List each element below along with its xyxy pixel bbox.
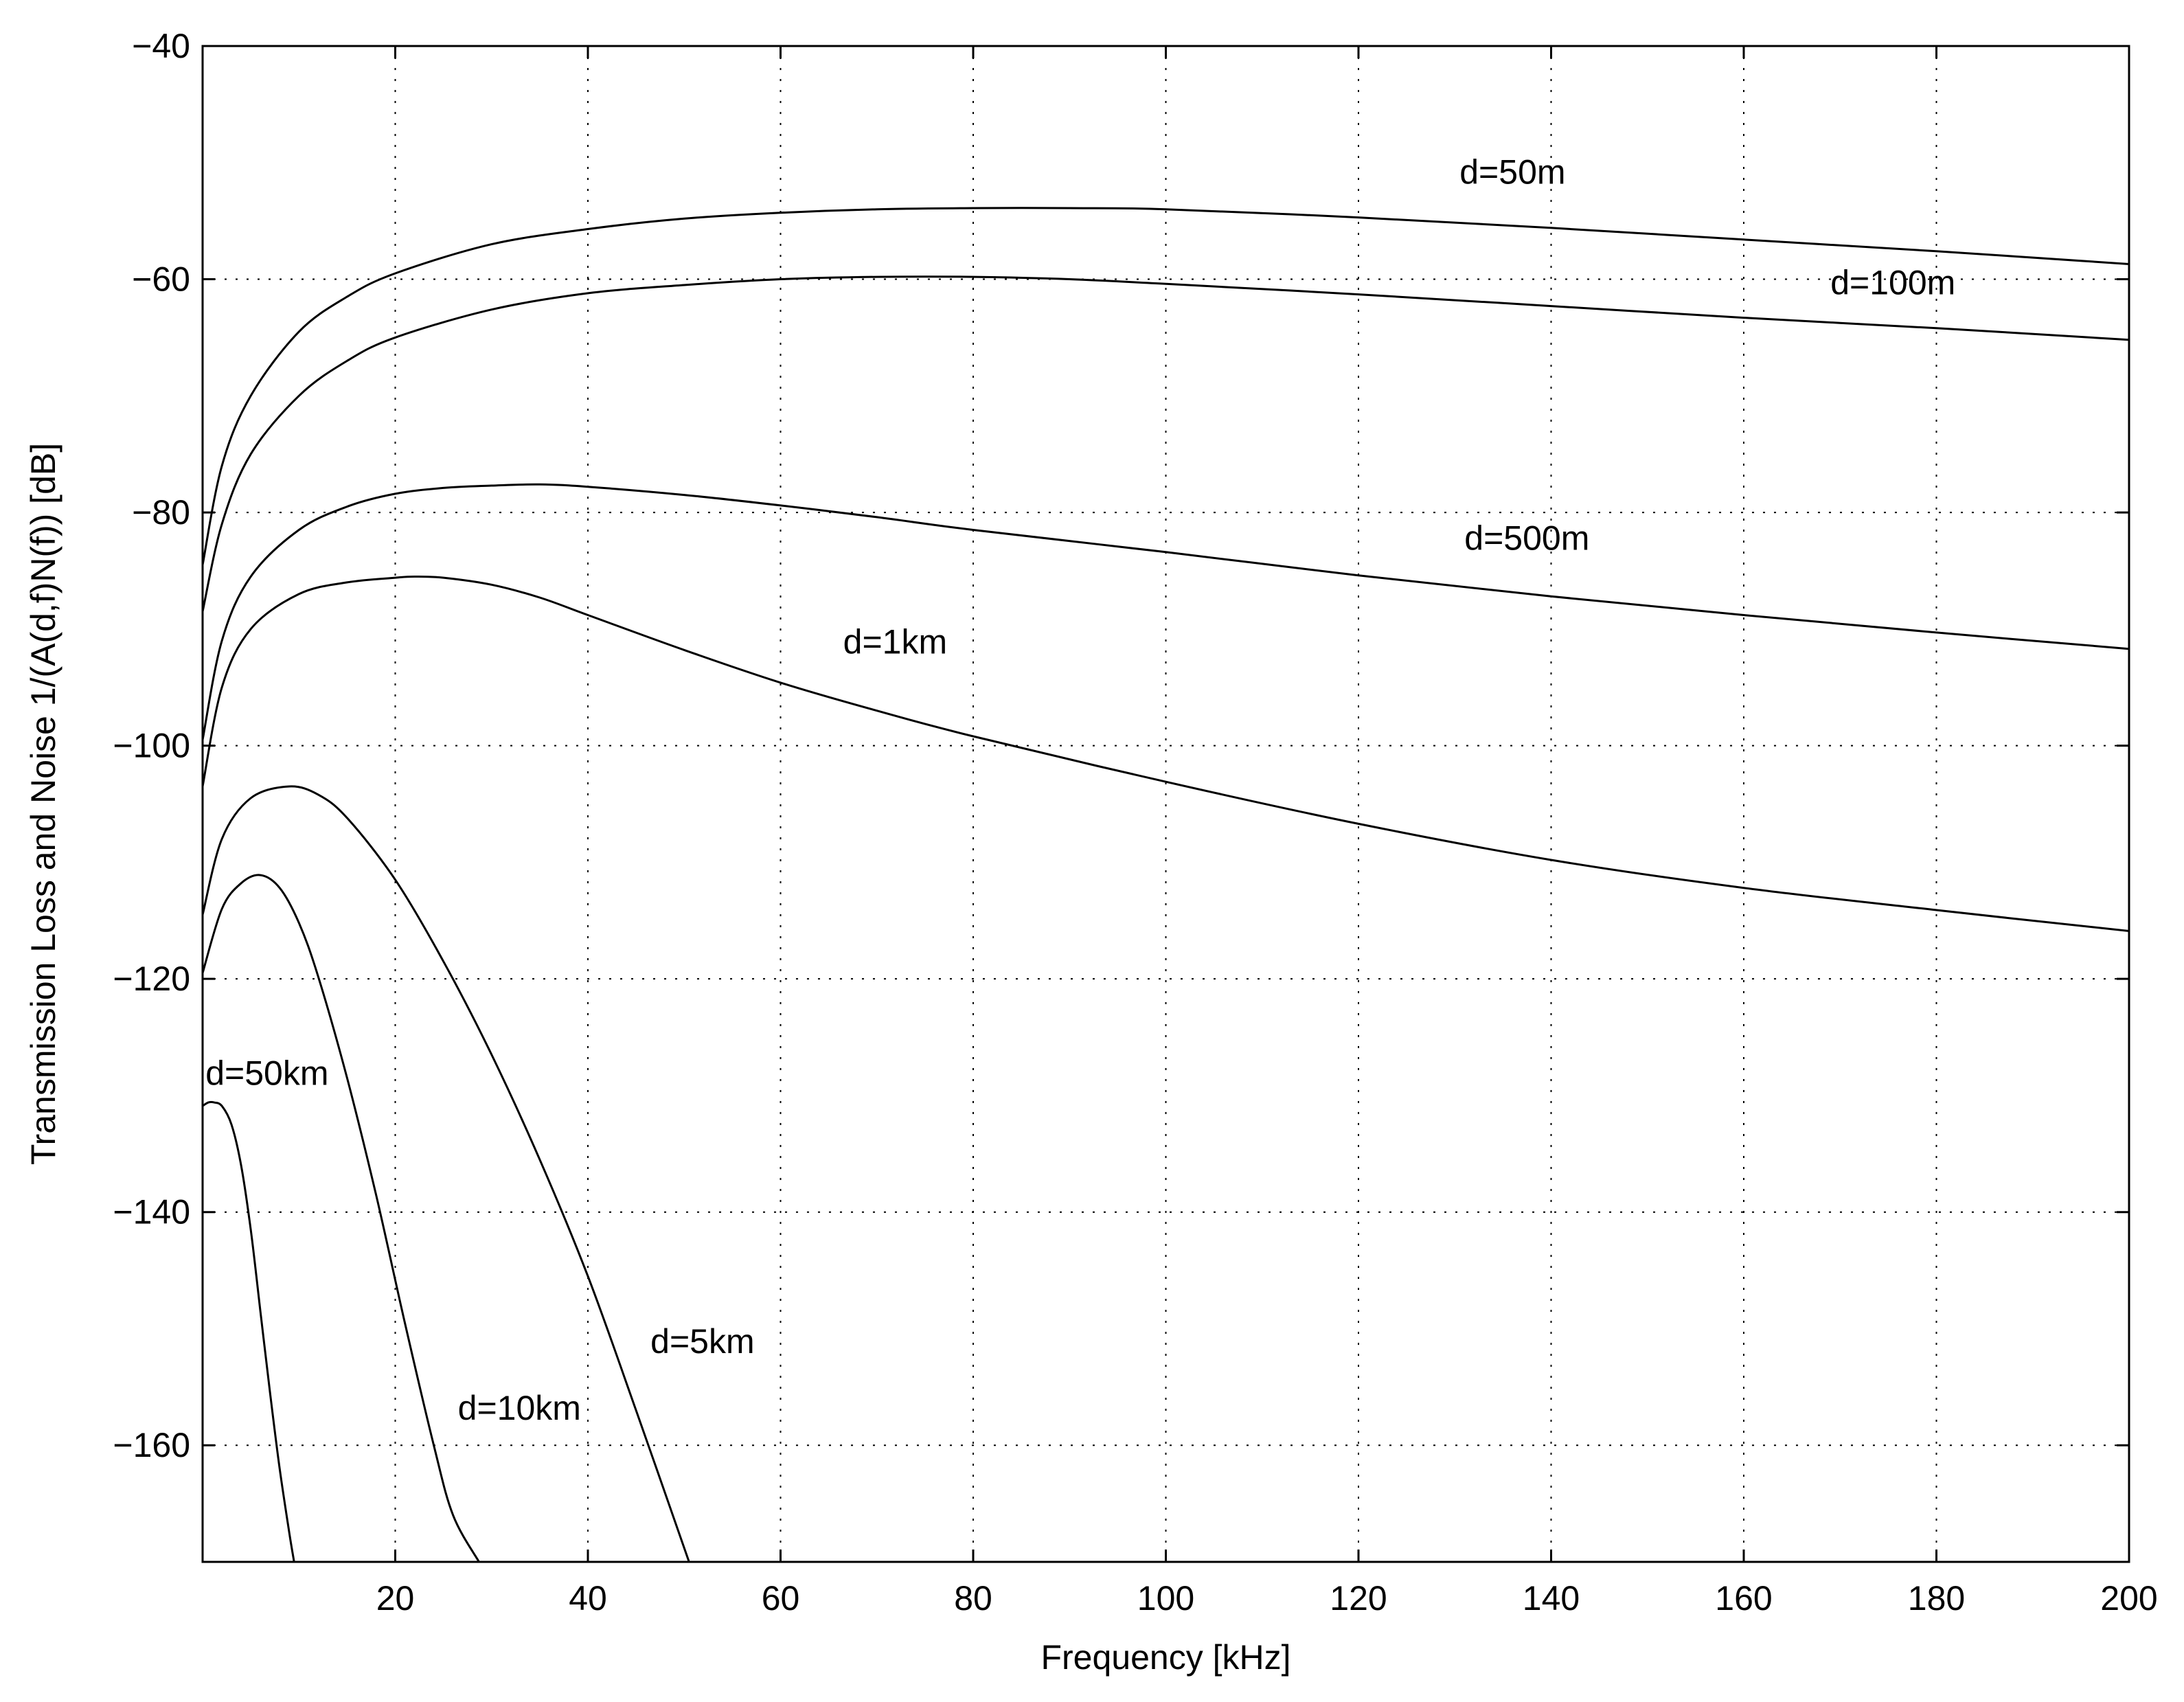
x-tick-label: 120 [1330,1579,1387,1618]
y-tick-label: −120 [113,960,190,998]
x-tick-label: 80 [954,1579,992,1618]
x-axis-label: Frequency [kHz] [1040,1638,1290,1677]
curve-label: d=1km [843,622,947,661]
y-tick-label: −60 [132,260,190,299]
axis-ticks: 20 40 60 80 100 120 140 160 180 200 −40 −60 −80 −100 −… [113,27,2157,1618]
series-line-d-100m [203,275,2129,612]
y-tick-label: −100 [113,727,190,765]
y-tick-label: −40 [132,27,190,65]
curve-label: d=50km [205,1054,328,1093]
series-line-d-50m [203,207,2129,565]
series-line-d-1km [203,575,2129,932]
series-line-d-50km [203,1101,295,1562]
x-tick-label: 20 [376,1579,415,1618]
plot-lines [203,207,2129,1562]
curve-label: d=5km [650,1322,754,1361]
grid [203,46,2129,1562]
curve-label: d=50m [1459,152,1565,191]
x-tick-label: 180 [1908,1579,1965,1618]
y-tick-label: −80 [132,493,190,532]
x-tick-label: 160 [1715,1579,1772,1618]
curve-label: d=500m [1464,519,1589,557]
series-line-d-10km [203,874,480,1562]
x-tick-label: 140 [1523,1579,1580,1618]
x-tick-label: 200 [2100,1579,2157,1618]
curve-labels: d=50m d=100m d=500m d=1km d=5km d=10km d=50km [205,152,1955,1427]
curve-label: d=10km [458,1389,581,1427]
x-tick-label: 60 [762,1579,800,1618]
x-tick-label: 40 [569,1579,607,1618]
curve-label: d=100m [1830,264,1955,302]
x-tick-label: 100 [1137,1579,1194,1618]
y-axis-label: Transmission Loss and Noise 1/(A(d,f)N(f… [24,443,62,1165]
y-tick-label: −140 [113,1193,190,1232]
series-line-d-5km [203,785,690,1562]
series-line-d-500m [203,483,2129,740]
y-tick-label: −160 [113,1426,190,1464]
